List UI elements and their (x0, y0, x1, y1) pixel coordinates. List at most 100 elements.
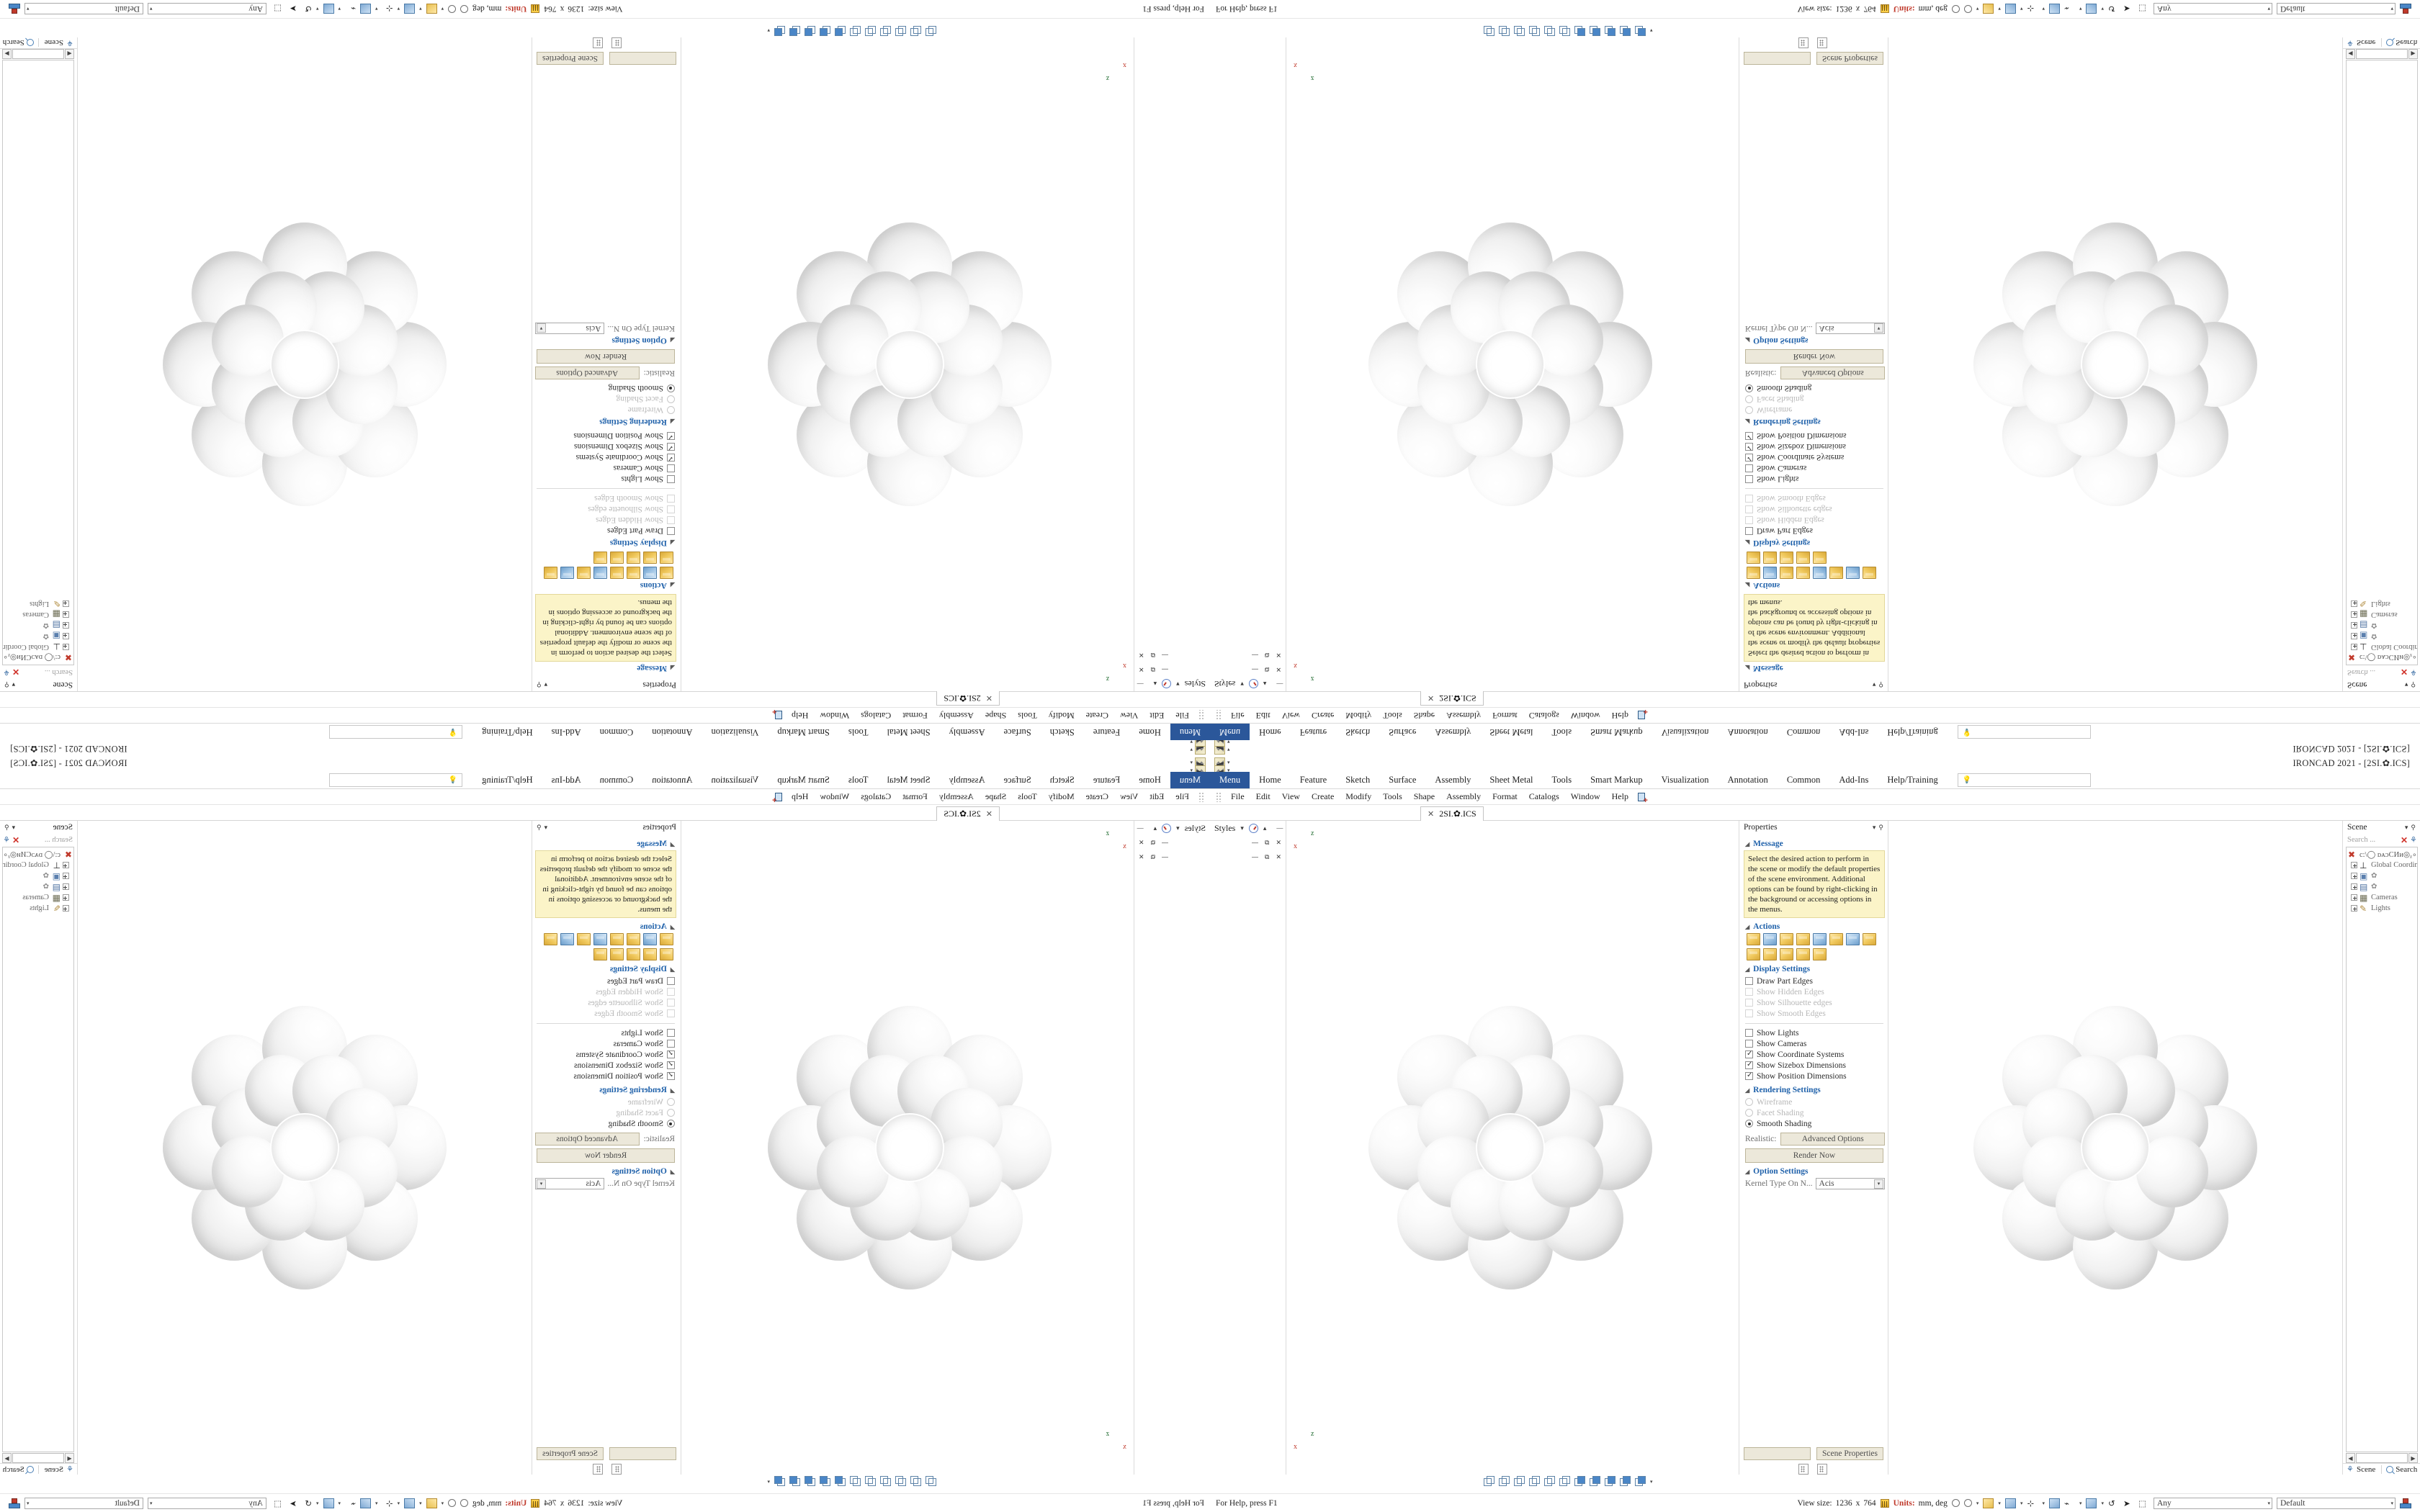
chevron-down-icon[interactable]: ▾ (1874, 1179, 1883, 1189)
close-icon[interactable]: ✕ (985, 693, 992, 702)
select-box-icon[interactable]: ⬚ (2138, 4, 2146, 13)
view-orientation-button[interactable] (833, 1476, 846, 1488)
pin-icon[interactable]: ⚲ (2411, 681, 2416, 689)
scene-cube-icon[interactable] (1863, 933, 1876, 946)
styles-panel[interactable]: Styles ▾ ▴ — ⧉ ✕ — ⧉ ✕ — ⧉ ✕ (1210, 821, 1306, 1475)
checkbox-icon[interactable] (1745, 1040, 1753, 1048)
shader-icon[interactable] (1813, 566, 1827, 579)
snap-cube-icon[interactable] (426, 4, 437, 14)
ribbon-tab-menu[interactable]: Menu (1210, 724, 1250, 740)
section-header-rendering-settings[interactable]: ◢ Rendering Settings (535, 418, 675, 426)
menu-item-help[interactable]: Help (1611, 791, 1628, 801)
view-orientation-button[interactable] (909, 1476, 921, 1488)
scene-tree-horizontal-scrollbar[interactable]: ◀ ▶ (2, 1453, 74, 1463)
scene-tree-node[interactable] (2347, 631, 2417, 642)
scene-browser-tab-search[interactable]: Search (0, 38, 39, 48)
settings-gear-icon[interactable] (1747, 948, 1760, 961)
ribbon-tab-sheet-metal[interactable]: Sheet Metal (1489, 775, 1533, 785)
zoom-area-icon[interactable] (448, 1499, 457, 1507)
scene-tree-node[interactable] (3, 620, 73, 631)
display-settings-options[interactable]: Draw Part Edges Show Hidden Edges Show Sil… (535, 493, 676, 536)
rendering-mode-radio-group[interactable]: Wireframe Facet Shading Smooth Shading (535, 383, 676, 415)
zoom-icon[interactable] (460, 1499, 469, 1507)
radio-row-smooth-shading[interactable]: Smooth Shading (1744, 383, 1885, 394)
scene-rotate-icon[interactable] (1780, 566, 1793, 579)
chevron-down-icon[interactable]: ▾ (397, 6, 400, 12)
ribbon-tab-add-ins[interactable]: Add-Ins (1839, 727, 1869, 737)
clear-x-icon[interactable]: ✕ (12, 834, 20, 845)
selection-filter-select[interactable]: Any ▾ (2154, 3, 2272, 15)
chevron-down-icon[interactable]: ▾ (419, 6, 422, 12)
section-header-rendering-settings[interactable]: ◢ Rendering Settings (1745, 418, 1885, 426)
checkbox-row-draw-part-edges[interactable]: Draw Part Edges (1744, 526, 1885, 536)
clock-icon[interactable] (1162, 823, 1172, 833)
scene-cube-icon[interactable] (544, 566, 557, 579)
ribbon-tab-visualization[interactable]: Visualization (1661, 727, 1709, 737)
shading-icon[interactable] (360, 4, 372, 14)
part-properties-icon[interactable] (643, 933, 657, 946)
ribbon-search-input[interactable]: 💡 (329, 725, 463, 739)
section-header-display-settings[interactable]: ◢ Display Settings (1745, 539, 1885, 547)
scrollbar-thumb[interactable] (12, 49, 64, 59)
ribbon-tab-feature[interactable]: Feature (1299, 775, 1327, 785)
ribbon-tab-tools[interactable]: Tools (1551, 775, 1572, 785)
scene-properties-button[interactable]: Scene Properties (537, 1447, 604, 1460)
ribbon-tab-menu[interactable]: Menu (1170, 772, 1210, 788)
scene-tree-node[interactable] (3, 881, 73, 892)
chevron-down-icon[interactable]: ▾ (375, 1500, 378, 1506)
chevron-down-icon[interactable]: ▾ (150, 1500, 153, 1506)
view-orientation-button[interactable] (864, 1476, 876, 1488)
kernel-type-select[interactable]: Acis ▾ (535, 322, 605, 334)
close-icon[interactable]: ✕ (1276, 838, 1281, 846)
close-icon[interactable]: ✕ (1139, 652, 1144, 660)
graph-icon[interactable] (560, 566, 574, 579)
scroll-left-icon[interactable]: ◀ (65, 1453, 74, 1463)
view-orientation-button[interactable] (879, 1476, 891, 1488)
pin-icon[interactable]: ⚲ (2411, 823, 2416, 831)
radio-icon[interactable] (667, 384, 675, 392)
assembly-icon[interactable] (1780, 948, 1793, 961)
chevron-down-icon[interactable]: ▾ (441, 6, 444, 12)
chevron-down-icon[interactable]: ▾ (27, 6, 30, 12)
view-orientation-button[interactable] (1559, 24, 1572, 36)
menu-item-edit[interactable]: Edit (1255, 711, 1270, 721)
rendering-mode-radio-group[interactable]: Wireframe Facet Shading Smooth Shading (1744, 383, 1885, 415)
chevron-down-icon[interactable]: ▾ (441, 1500, 444, 1506)
restore-icon[interactable]: ⧉ (1265, 852, 1270, 860)
view-orientation-button[interactable] (1529, 24, 1541, 36)
scroll-left-icon[interactable]: ◀ (65, 49, 74, 59)
ribbon-tab-surface[interactable]: Surface (1389, 727, 1417, 737)
blank-button[interactable] (1744, 1447, 1811, 1460)
sheet-tab[interactable] (1798, 1464, 1810, 1475)
part-properties-icon[interactable] (1763, 566, 1777, 579)
menu-item-modify[interactable]: Modify (1345, 791, 1372, 801)
viewport-right-scene[interactable] (78, 821, 532, 1475)
chevron-down-icon[interactable]: ▾ (1650, 1480, 1653, 1485)
scene-tree-node[interactable]: Cameras (2347, 892, 2417, 903)
section-header-rendering-settings[interactable]: ◢ Rendering Settings (1745, 1086, 1885, 1094)
menu-item-edit[interactable]: Edit (1150, 791, 1165, 801)
shading-icon[interactable] (2048, 1498, 2060, 1508)
collapse-triangle-icon[interactable]: ◢ (670, 840, 675, 847)
actions-icon-grid[interactable] (537, 551, 673, 579)
view-orientation-button[interactable] (1635, 1476, 1647, 1488)
kernel-type-row[interactable]: Kernel Type On N... Acis ▾ (1745, 322, 1885, 334)
scene-tree-node[interactable]: Lights (3, 598, 73, 609)
realistic-row[interactable]: Realistic: Advanced Options (1745, 366, 1885, 379)
styles-panel-window-row[interactable]: — ⧉ ✕ (1210, 850, 1286, 864)
rendering-mode-radio-group[interactable]: Wireframe Facet Shading Smooth Shading (1744, 1097, 1885, 1129)
render-mode-icon[interactable] (404, 1498, 416, 1508)
ribbon-tab-assembly[interactable]: Assembly (1435, 727, 1471, 737)
restore-icon[interactable]: ⧉ (1150, 652, 1155, 660)
collapse-triangle-icon[interactable]: ◢ (1745, 418, 1750, 426)
scene-tree-node[interactable]: Lights (2347, 903, 2417, 914)
axis-icon[interactable] (1796, 551, 1810, 564)
view-style-icon[interactable] (2086, 4, 2097, 14)
select-arrow-icon[interactable]: ➤ (2123, 1499, 2130, 1508)
view-orientation-button[interactable] (894, 24, 906, 36)
chevron-down-icon[interactable]: ▾ (2020, 1500, 2023, 1506)
close-icon[interactable]: ✕ (1276, 852, 1281, 860)
menu-item-tools[interactable]: Tools (1383, 711, 1402, 721)
checkbox-icon[interactable] (667, 431, 675, 440)
scene-model-rosette[interactable] (1366, 220, 1654, 508)
